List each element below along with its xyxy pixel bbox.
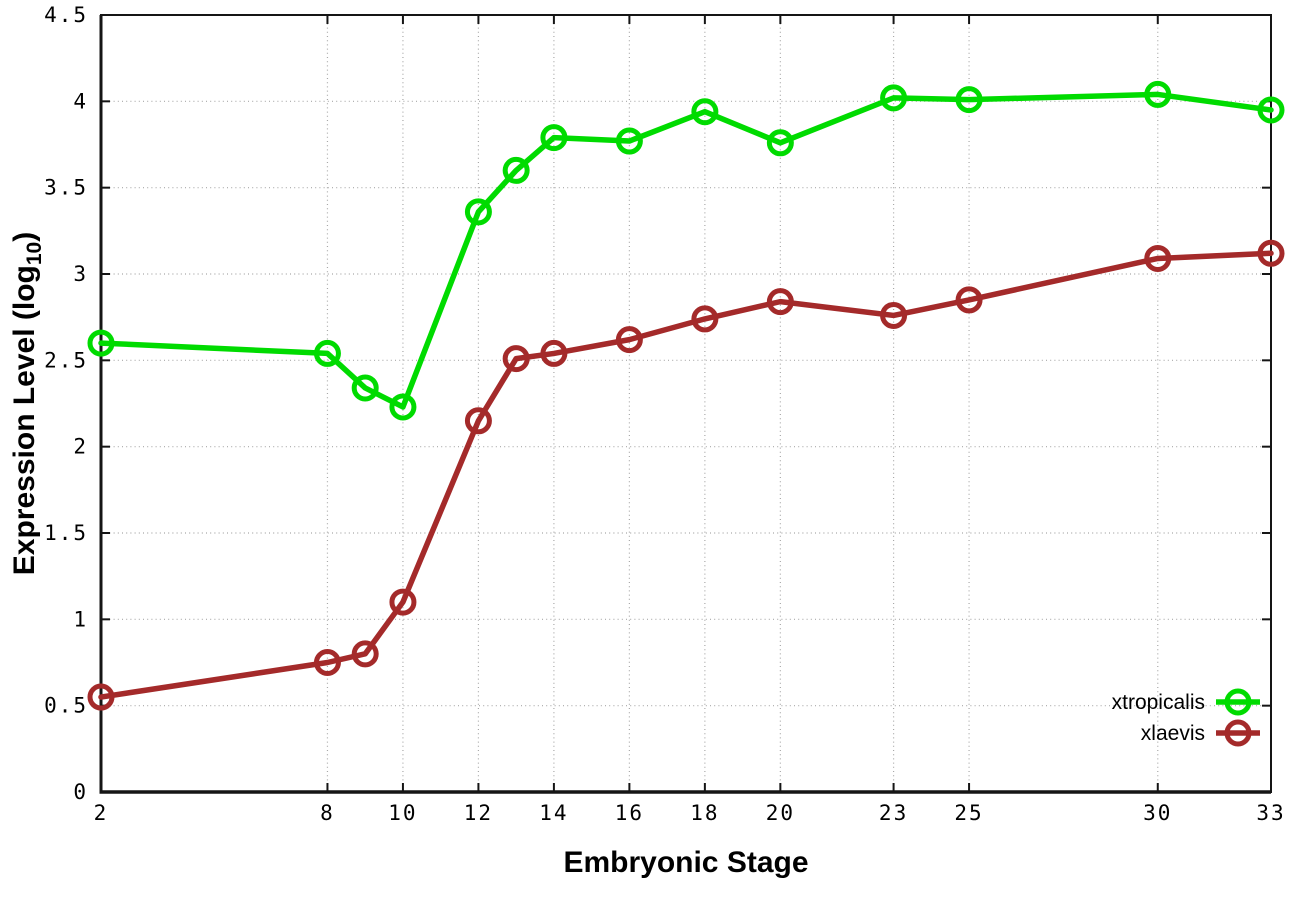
legend: xtropicalis xlaevis xyxy=(1112,688,1260,747)
series-xlaevis-marker xyxy=(691,305,719,333)
series-xtropicalis-marker xyxy=(880,84,908,112)
series-xlaevis-marker xyxy=(502,345,530,373)
x-tick-label: 25 xyxy=(954,801,983,825)
x-tick-label: 2 xyxy=(94,801,109,825)
series-xtropicalis-marker xyxy=(615,127,643,155)
series-xlaevis-marker xyxy=(389,588,417,616)
y-tick-label: 4 xyxy=(73,89,88,113)
series-xtropicalis-marker xyxy=(1144,80,1172,108)
y-tick-label: 1.5 xyxy=(44,521,88,545)
y-tick-label: 2.5 xyxy=(44,348,88,372)
series-xtropicalis-line xyxy=(98,91,1274,410)
legend-item-xtropicalis: xtropicalis xyxy=(1112,688,1260,716)
series-xlaevis-line xyxy=(98,250,1274,700)
series-xlaevis-marker xyxy=(87,683,115,711)
legend-item-xlaevis: xlaevis xyxy=(1141,719,1260,747)
x-tick-label: 10 xyxy=(388,801,417,825)
x-tick-label: 33 xyxy=(1256,801,1285,825)
x-tick-label: 30 xyxy=(1143,801,1172,825)
plot-border xyxy=(100,14,1272,793)
series-xlaevis-marker xyxy=(313,649,341,676)
series-xtropicalis-marker xyxy=(313,339,341,367)
series-xtropicalis-marker xyxy=(502,156,530,184)
series-xtropicalis-marker xyxy=(87,329,115,357)
series-xlaevis-marker xyxy=(615,326,643,354)
series-xlaevis-marker xyxy=(464,407,492,435)
x-axis-title: Embryonic Stage xyxy=(563,846,808,879)
series-xtropicalis-marker xyxy=(766,129,794,157)
series-xlaevis-marker xyxy=(766,288,794,316)
y-tick-label: 4.5 xyxy=(44,3,88,27)
series-xtropicalis-marker xyxy=(1257,96,1285,124)
series-xtropicalis xyxy=(87,80,1285,421)
series-xlaevis-marker xyxy=(351,640,379,668)
y-axis-title: Expression Level (log10) xyxy=(8,232,46,575)
series-xtropicalis-marker xyxy=(955,86,983,114)
x-tick-label: 12 xyxy=(464,801,493,825)
x-tick-label: 14 xyxy=(539,801,568,825)
y-tick-label: 0.5 xyxy=(44,694,88,718)
y-tick-label: 1 xyxy=(73,607,88,631)
y-tick-label: 3.5 xyxy=(44,176,88,200)
series-xlaevis-marker xyxy=(540,339,568,367)
series-xtropicalis-marker xyxy=(691,98,719,126)
x-tick-label: 18 xyxy=(690,801,719,825)
legend-label: xlaevis xyxy=(1141,722,1205,745)
series-xtropicalis-marker xyxy=(464,198,492,226)
series-xtropicalis-marker xyxy=(389,393,417,421)
series-xlaevis-marker xyxy=(955,286,983,314)
series-xtropicalis-marker xyxy=(540,124,568,152)
x-tick-label: 23 xyxy=(879,801,908,825)
series-xlaevis xyxy=(87,239,1285,711)
series-xtropicalis-marker xyxy=(351,374,379,402)
series-xlaevis-marker xyxy=(1257,239,1285,267)
legend-marker-icon xyxy=(1224,688,1252,716)
axis-ticks xyxy=(100,14,1272,793)
legend-label: xtropicalis xyxy=(1112,691,1205,714)
x-tick-label: 8 xyxy=(320,801,335,825)
y-tick-label: 3 xyxy=(73,262,88,286)
series-xlaevis-marker xyxy=(1144,244,1172,272)
y-tick-label: 0 xyxy=(73,780,88,804)
grid-lines xyxy=(101,15,1271,792)
series-xlaevis-marker xyxy=(880,301,908,329)
legend-marker-icon xyxy=(1224,719,1252,747)
x-tick-label: 20 xyxy=(766,801,795,825)
x-tick-label: 16 xyxy=(615,801,644,825)
y-tick-label: 2 xyxy=(73,435,88,459)
